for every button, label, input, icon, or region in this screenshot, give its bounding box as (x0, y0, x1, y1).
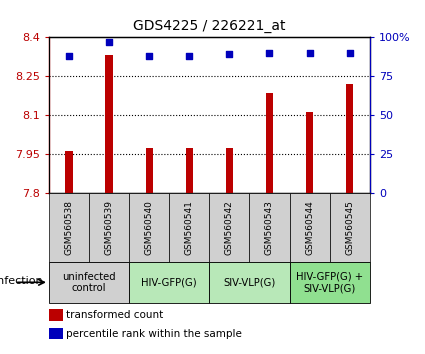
Text: transformed count: transformed count (65, 310, 163, 320)
Bar (226, 148, 233, 193)
Bar (209, 193, 249, 262)
Point (266, 50, 273, 56)
Bar (169, 193, 209, 262)
Point (106, 39, 113, 45)
Bar (209, 262, 289, 303)
Bar (129, 262, 209, 303)
Point (186, 53, 193, 59)
Text: GSM560541: GSM560541 (185, 200, 194, 255)
Bar (129, 193, 169, 262)
Bar (306, 113, 313, 193)
Bar (89, 193, 129, 262)
Text: GSM560539: GSM560539 (105, 200, 113, 255)
Bar (289, 262, 370, 303)
Text: percentile rank within the sample: percentile rank within the sample (65, 329, 241, 339)
Bar (186, 148, 193, 193)
Bar (105, 55, 113, 193)
Bar (49, 262, 129, 303)
Point (146, 53, 153, 59)
Point (65, 53, 72, 59)
Title: GDS4225 / 226221_at: GDS4225 / 226221_at (133, 19, 286, 33)
Text: HIV-GFP(G) +
SIV-VLP(G): HIV-GFP(G) + SIV-VLP(G) (296, 272, 363, 293)
Point (226, 51, 233, 57)
Bar (289, 193, 330, 262)
Text: GSM560545: GSM560545 (345, 200, 354, 255)
Text: GSM560543: GSM560543 (265, 200, 274, 255)
Text: uninfected
control: uninfected control (62, 272, 116, 293)
Bar (49, 309, 63, 321)
Bar (346, 84, 353, 193)
Text: GSM560542: GSM560542 (225, 200, 234, 255)
Bar (145, 148, 153, 193)
Bar (65, 152, 73, 193)
Point (306, 50, 313, 56)
Bar (266, 93, 273, 193)
Point (346, 50, 353, 56)
Text: SIV-VLP(G): SIV-VLP(G) (223, 277, 275, 287)
Text: GSM560538: GSM560538 (65, 200, 74, 255)
Text: GSM560540: GSM560540 (144, 200, 154, 255)
Text: GSM560544: GSM560544 (305, 200, 314, 255)
Text: HIV-GFP(G): HIV-GFP(G) (142, 277, 197, 287)
Bar (249, 193, 289, 262)
Bar (49, 193, 89, 262)
Bar (330, 193, 370, 262)
Bar (49, 328, 63, 339)
Text: infection: infection (0, 275, 42, 286)
